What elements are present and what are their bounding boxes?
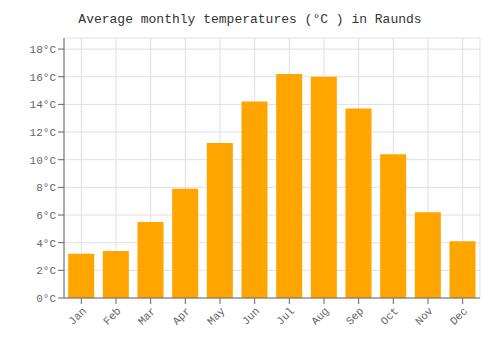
svg-text:16°C: 16°C (30, 72, 57, 84)
svg-text:2°C: 2°C (36, 265, 56, 277)
svg-text:10°C: 10°C (30, 155, 57, 167)
html-text:Average monthly temperatures (: Average monthly temperatures (°C ) in Ra… (78, 12, 422, 27)
svg-text:18°C: 18°C (30, 44, 57, 56)
svg-text:Jan: Jan (66, 305, 88, 327)
svg-text:Mar: Mar (136, 305, 158, 327)
svg-text:Nov: Nov (413, 305, 436, 328)
svg-text:6°C: 6°C (36, 210, 56, 222)
svg-text:14°C: 14°C (30, 99, 57, 111)
svg-text:Oct: Oct (378, 305, 400, 327)
svg-text:Dec: Dec (448, 305, 470, 327)
svg-text:12°C: 12°C (30, 127, 57, 139)
svg-text:Aug: Aug (309, 305, 331, 327)
svg-text:Apr: Apr (170, 305, 192, 327)
svg-text:8°C: 8°C (36, 182, 56, 194)
svg-text:May: May (205, 305, 228, 328)
svg-text:0°C: 0°C (36, 293, 56, 305)
svg-text:Sep: Sep (344, 305, 366, 327)
svg-text:4°C: 4°C (36, 238, 56, 250)
svg-text:Jun: Jun (240, 305, 262, 327)
svg-text:Feb: Feb (101, 305, 123, 327)
svg-text:Jul: Jul (274, 305, 296, 327)
